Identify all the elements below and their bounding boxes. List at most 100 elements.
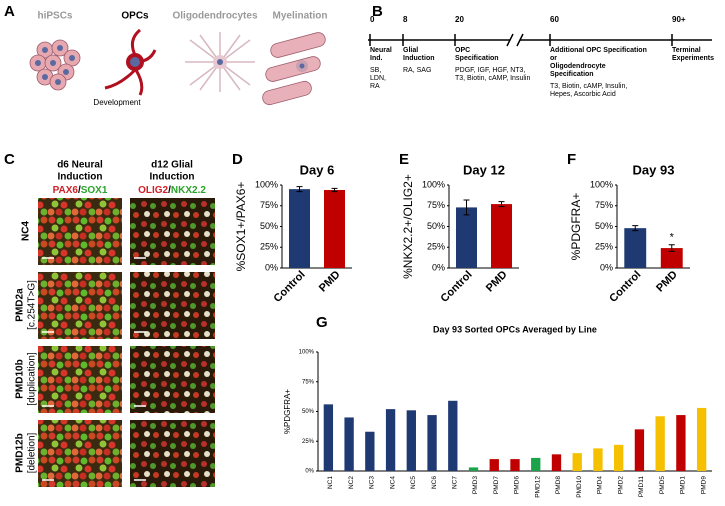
marker-label: PAX6/SOX1 xyxy=(53,185,108,196)
bar xyxy=(365,431,375,471)
chart-title: Day 93 xyxy=(633,162,675,177)
micrographs xyxy=(38,198,215,487)
marker: PAX6 xyxy=(53,185,79,196)
bar xyxy=(427,415,437,471)
error-bar xyxy=(331,187,338,193)
y-tick-label: 50% xyxy=(595,221,613,231)
panel-label: F xyxy=(567,151,576,168)
y-axis-label: %NKX2.2+/OLIG2+ xyxy=(401,174,415,279)
day-label: 90+ xyxy=(672,15,686,24)
stage-label: OPCs xyxy=(121,11,149,22)
stage-factors: T3, Biotin, cAMP, Insulin, xyxy=(550,83,627,90)
bar xyxy=(385,409,396,471)
bar xyxy=(551,454,562,471)
stage-factors: PDGF, IGF, HGF, NT3, xyxy=(455,67,525,74)
y-tick-label: 100% xyxy=(299,350,315,356)
stage-title: Oligodendrocyte xyxy=(550,63,606,70)
y-axis-label: %PDGFRA+ xyxy=(283,389,292,434)
row-label: [deletion] xyxy=(27,432,38,473)
x-tick-label: Control xyxy=(272,269,308,305)
x-tick-label: PMD6 xyxy=(514,476,521,494)
stage-factors: RA xyxy=(370,83,380,90)
stage-factors: RA, SAG xyxy=(403,67,431,74)
error-bar xyxy=(296,186,303,193)
x-tick-label: PMD xyxy=(654,269,680,295)
note: Development xyxy=(93,98,141,107)
x-tick-label: PMD8 xyxy=(555,476,562,494)
x-tick-label: PMD11 xyxy=(638,476,645,498)
bar xyxy=(655,416,665,471)
x-tick-label: Control xyxy=(439,269,475,305)
x-tick-label: PMD3 xyxy=(472,476,479,494)
bar xyxy=(456,207,477,268)
y-axis-label: %PDGFRA+ xyxy=(569,193,583,261)
panel-label: D xyxy=(232,151,243,168)
x-tick-label: NC7 xyxy=(452,476,459,489)
panel-a-icons xyxy=(29,28,326,106)
bar xyxy=(289,189,310,268)
x-tick-label: PMD5 xyxy=(659,476,666,494)
x-tick-label: PMD xyxy=(484,269,510,295)
x-tick-label: PMD xyxy=(317,269,343,295)
panel-label: A xyxy=(4,3,15,20)
row-label: NC4 xyxy=(21,221,32,241)
error-bar xyxy=(498,201,505,208)
row-label: [duplication] xyxy=(27,352,38,406)
bar xyxy=(491,204,512,268)
marker: NKX2.2 xyxy=(171,185,206,196)
row-label: [c.254T>G] xyxy=(27,280,38,330)
stage-title: Experiments xyxy=(672,55,714,62)
y-tick-label: 100% xyxy=(255,179,278,189)
stage-title: Specification xyxy=(455,55,499,62)
row-label: PMD10b xyxy=(15,359,26,398)
bar xyxy=(696,407,707,471)
bar xyxy=(624,228,647,268)
bar xyxy=(660,248,683,268)
bar xyxy=(489,459,499,471)
bar xyxy=(572,453,582,471)
stage-label: hiPSCs xyxy=(37,11,72,22)
bar xyxy=(324,189,345,268)
day-label: 8 xyxy=(403,15,408,24)
y-axis-label: %SOX1+/PAX6+ xyxy=(234,182,248,272)
bar xyxy=(593,448,603,471)
timeline xyxy=(368,33,712,47)
x-tick-label: PMD7 xyxy=(493,476,500,494)
x-tick-label: PMD9 xyxy=(700,476,707,494)
x-tick-label: NC2 xyxy=(348,476,355,489)
stage-title: Ind. xyxy=(370,55,382,62)
y-tick-label: 0% xyxy=(265,262,278,272)
stage-title: Neural xyxy=(370,47,392,54)
error-bar xyxy=(463,199,470,216)
row-label: PMD12b xyxy=(15,433,26,472)
marker: / xyxy=(78,185,81,196)
x-tick-label: NC1 xyxy=(327,476,334,489)
stage-title: Specification xyxy=(550,71,594,78)
x-tick-label: PMD4 xyxy=(597,476,604,494)
column-title: d6 Neural xyxy=(57,160,103,171)
x-tick-label: NC6 xyxy=(431,476,438,489)
stage-factors: LDN, xyxy=(370,75,386,82)
x-tick-label: PMD10 xyxy=(576,476,583,498)
x-tick-label: PMD2 xyxy=(617,476,624,494)
column-title: Induction xyxy=(58,172,103,183)
error-bar xyxy=(668,244,675,252)
stage-label: Myelination xyxy=(272,11,327,22)
y-tick-label: 0% xyxy=(305,469,314,475)
bar xyxy=(614,444,624,471)
row-label: PMD2a xyxy=(15,288,26,322)
stage-title: Additional OPC Specification xyxy=(550,47,647,54)
y-tick-label: 25% xyxy=(302,439,315,445)
y-tick-label: 100% xyxy=(422,179,445,189)
stage-factors: SB, xyxy=(370,67,381,74)
bar xyxy=(323,404,334,471)
bar xyxy=(468,467,479,471)
x-tick-label: Control xyxy=(607,269,643,305)
x-tick-label: PMD1 xyxy=(680,476,687,494)
x-tick-label: NC5 xyxy=(410,476,417,489)
bar xyxy=(344,417,354,471)
stage-title: Induction xyxy=(403,55,435,62)
day-label: 20 xyxy=(455,15,464,24)
stage-factors: T3, Biotin, cAMP, Insulin xyxy=(455,75,530,82)
